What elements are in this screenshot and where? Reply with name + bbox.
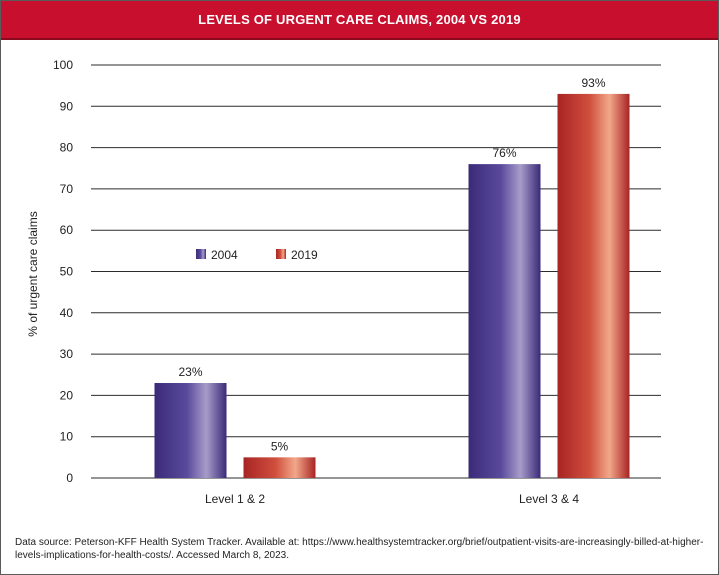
bar-2019-2 bbox=[557, 93, 630, 478]
bar-value-label: 23% bbox=[178, 365, 202, 379]
bar-value-label: 5% bbox=[271, 439, 289, 453]
y-tick-label: 0 bbox=[66, 471, 73, 485]
chart-title: LEVELS OF URGENT CARE CLAIMS, 2004 VS 20… bbox=[198, 12, 521, 27]
x-category-label: Level 1 & 2 bbox=[205, 492, 265, 506]
bar-2004-1 bbox=[154, 383, 227, 478]
bar-chart: 0 10 20 30 40 50 60 70 80 90 100 23% 76% 5% 93% Level… bbox=[26, 58, 661, 506]
legend-label: 2004 bbox=[211, 248, 238, 262]
legend-label: 2019 bbox=[291, 248, 318, 262]
y-tick-label: 80 bbox=[60, 141, 74, 155]
y-tick-label: 40 bbox=[60, 306, 74, 320]
bar-value-label: 93% bbox=[581, 76, 605, 90]
bar-2004-2 bbox=[468, 164, 541, 478]
legend-swatch-2004 bbox=[196, 249, 206, 259]
title-bar: LEVELS OF URGENT CARE CLAIMS, 2004 VS 20… bbox=[1, 1, 718, 40]
bar-2019-1 bbox=[243, 457, 316, 478]
y-tick-label: 10 bbox=[60, 430, 74, 444]
y-tick-label: 90 bbox=[60, 99, 74, 113]
source-note: Data source: Peterson-KFF Health System … bbox=[15, 537, 704, 561]
y-tick-label: 20 bbox=[60, 388, 74, 402]
y-tick-label: 60 bbox=[60, 223, 74, 237]
x-category-label: Level 3 & 4 bbox=[519, 492, 579, 506]
y-tick-label: 50 bbox=[60, 265, 74, 279]
y-tick-label: 70 bbox=[60, 182, 74, 196]
legend-swatch-2019 bbox=[276, 249, 286, 259]
y-tick-label: 100 bbox=[53, 58, 73, 72]
bar-value-label: 76% bbox=[492, 146, 516, 160]
y-tick-label: 30 bbox=[60, 347, 74, 361]
y-axis-label: % of urgent care claims bbox=[26, 211, 40, 336]
